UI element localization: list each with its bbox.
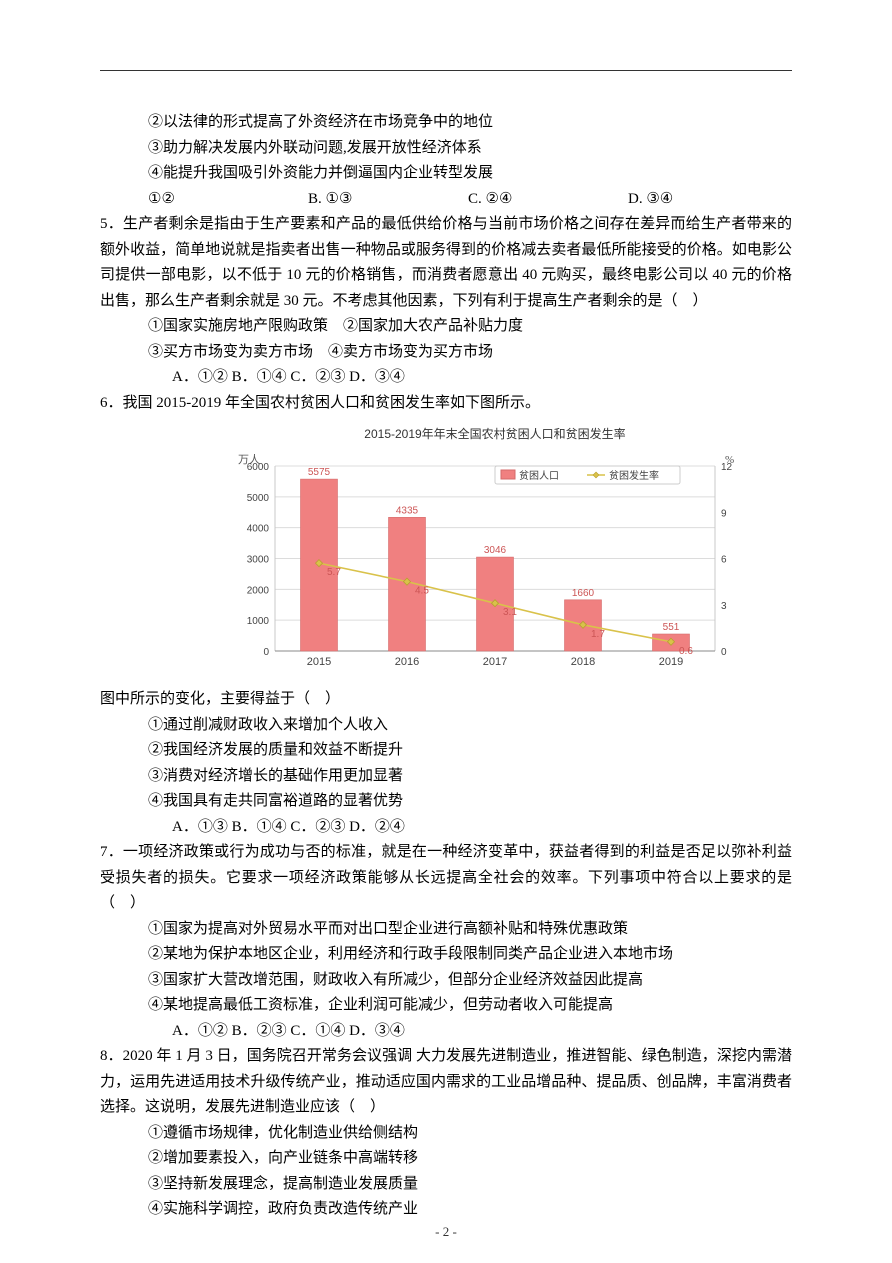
svg-text:9: 9 <box>721 509 727 520</box>
svg-text:4335: 4335 <box>396 506 419 517</box>
svg-text:2015: 2015 <box>307 656 331 668</box>
q4-choices: ①② B. ①③ C. ②④ D. ③④ <box>100 187 792 213</box>
q5-opt-line-2: ③买方市场变为卖方市场 ④卖方市场变为买方市场 <box>100 340 792 366</box>
svg-text:6: 6 <box>721 555 727 566</box>
svg-text:5.7: 5.7 <box>327 568 341 579</box>
svg-text:3046: 3046 <box>484 545 507 556</box>
svg-text:贫困发生率: 贫困发生率 <box>609 469 659 482</box>
q4-option-4: ④能提升我国吸引外资能力并倒逼国内企业转型发展 <box>100 161 792 187</box>
q6-option-2: ②我国经济发展的质量和效益不断提升 <box>100 738 792 764</box>
svg-text:3: 3 <box>721 601 727 612</box>
svg-text:4000: 4000 <box>247 524 270 535</box>
q8-option-3: ③坚持新发展理念，提高制造业发展质量 <box>100 1172 792 1198</box>
svg-text:5000: 5000 <box>247 493 270 504</box>
q4-choice-c: C. ②④ <box>468 187 628 213</box>
svg-text:3000: 3000 <box>247 555 270 566</box>
svg-text:551: 551 <box>663 622 680 633</box>
svg-text:0: 0 <box>721 647 727 658</box>
page-number: - 2 - <box>0 1221 892 1243</box>
svg-text:2017: 2017 <box>483 656 507 668</box>
q8-option-4: ④实施科学调控，政府负责改造传统产业 <box>100 1197 792 1223</box>
svg-text:2016: 2016 <box>395 656 419 668</box>
q6-stem: 6．我国 2015-2019 年全国农村贫困人口和贫困发生率如下图所示。 <box>100 391 792 417</box>
svg-text:4.5: 4.5 <box>415 586 429 597</box>
top-rule <box>100 70 792 71</box>
svg-text:0.6: 0.6 <box>679 646 693 657</box>
q8-option-1: ①遵循市场规律，优化制造业供给侧结构 <box>100 1121 792 1147</box>
svg-text:3.1: 3.1 <box>503 608 517 619</box>
svg-text:2000: 2000 <box>247 586 270 597</box>
svg-text:贫困人口: 贫困人口 <box>519 469 559 482</box>
q7-stem: 7．一项经济政策或行为成功与否的标准，就是在一种经济变革中，获益者得到的利益是否… <box>100 840 792 917</box>
q6-option-1: ①通过削减财政收入来增加个人收入 <box>100 713 792 739</box>
q7-option-2: ②某地为保护本地区企业，利用经济和行政手段限制同类产品企业进入本地市场 <box>100 942 792 968</box>
q6-option-4: ④我国具有走共同富裕道路的显著优势 <box>100 789 792 815</box>
q7-choices: A．①② B．②③ C．①④ D．③④ <box>100 1019 792 1045</box>
svg-text:1660: 1660 <box>572 588 595 599</box>
svg-text:5575: 5575 <box>308 467 331 478</box>
q6-option-3: ③消费对经济增长的基础作用更加显著 <box>100 764 792 790</box>
q8-option-2: ②增加要素投入，向产业链条中高端转移 <box>100 1146 792 1172</box>
svg-text:1.7: 1.7 <box>591 629 605 640</box>
q6-choices: A．①③ B．①④ C．②③ D．②④ <box>100 815 792 841</box>
q7-option-4: ④某地提高最低工资标准，企业利润可能减少，但劳动者收入可能提高 <box>100 993 792 1019</box>
q4-choice-a: ①② <box>148 187 308 213</box>
q8-stem: 8．2020 年 1 月 3 日，国务院召开常务会议强调 大力发展先进制造业，推… <box>100 1044 792 1121</box>
svg-text:6000: 6000 <box>247 462 270 473</box>
svg-text:0: 0 <box>263 647 269 658</box>
q7-option-1: ①国家为提高对外贸易水平而对出口型企业进行高额补贴和特殊优惠政策 <box>100 917 792 943</box>
q5-stem: 5．生产者剩余是指由于生产要素和产品的最低供给价格与当前市场价格之间存在差异而给… <box>100 212 792 314</box>
svg-text:2019: 2019 <box>659 656 683 668</box>
q4-option-2: ②以法律的形式提高了外资经济在市场竞争中的地位 <box>100 110 792 136</box>
q7-option-3: ③国家扩大营改增范围，财政收入有所减少，但部分企业经济效益因此提高 <box>100 968 792 994</box>
q5-opt-line-1: ①国家实施房地产限购政策 ②国家加大农产品补贴力度 <box>100 314 792 340</box>
svg-text:12: 12 <box>721 462 733 473</box>
svg-text:2018: 2018 <box>571 656 595 668</box>
chart-title: 2015-2019年年末全国农村贫困人口和贫困发生率 <box>230 424 760 444</box>
q6-after-chart: 图中所示的变化，主要得益于（ ） <box>100 687 792 713</box>
poverty-chart: 2015-2019年年末全国农村贫困人口和贫困发生率 万人%0100020003… <box>230 424 760 681</box>
q4-choice-b: B. ①③ <box>308 187 468 213</box>
poverty-chart-svg: 万人%0100020003000400050006000036912557520… <box>230 446 760 681</box>
q4-option-3: ③助力解决发展内外联动问题,发展开放性经济体系 <box>100 136 792 162</box>
svg-text:1000: 1000 <box>247 617 270 628</box>
q5-choices: A．①② B．①④ C．②③ D．③④ <box>100 365 792 391</box>
q4-choice-d: D. ③④ <box>628 187 788 213</box>
